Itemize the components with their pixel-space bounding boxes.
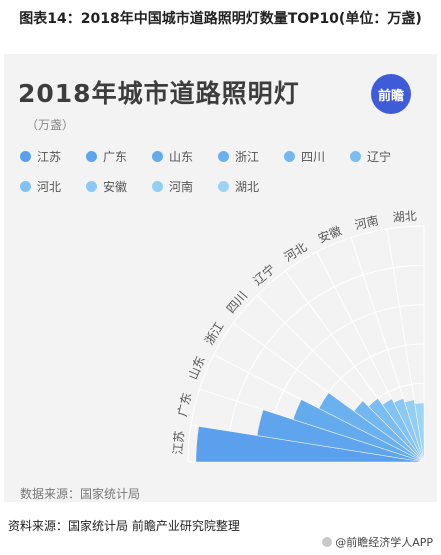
chart-card: 江苏 广东 山东 浙江 四川 辽宁 河北 安徽 河南 湖北 2018年城市道路照明灯 （万盏） 前… <box>4 54 437 502</box>
footer-source: 资料来源：国家统计局 前瞻产业研究院整理 <box>8 519 240 533</box>
bar-sector[interactable] <box>292 399 425 463</box>
bar-sector[interactable] <box>414 402 425 463</box>
legend-dot-icon <box>20 150 31 162</box>
category-label: 河南 <box>353 212 380 232</box>
chart-source: 数据来源：国家统计局 <box>20 487 141 501</box>
legend-label: 河南 <box>169 179 194 194</box>
legend-label: 湖北 <box>235 179 260 194</box>
legend-item[interactable]: 江苏 <box>20 146 86 166</box>
legend-item[interactable]: 辽宁 <box>350 146 416 166</box>
legend-dot-icon <box>350 150 361 162</box>
legend-dot-icon <box>20 180 31 192</box>
legend-item[interactable]: 四川 <box>284 146 350 166</box>
legend-label: 广东 <box>103 149 128 164</box>
category-label: 四川 <box>224 289 250 316</box>
legend-label: 河北 <box>37 179 62 194</box>
chart-legend: 江苏 广东 山东 浙江 四川 辽宁河北 安徽 河南 湖北 <box>20 146 430 206</box>
legend-label: 四川 <box>301 149 326 164</box>
brand-icon <box>322 537 333 547</box>
figure-caption: 图表14：2018年中国城市道路照明灯数量TOP10(单位：万盏) <box>19 11 422 27</box>
category-label: 辽宁 <box>250 261 278 288</box>
category-label: 浙江 <box>202 320 226 348</box>
legend-label: 山东 <box>169 149 194 164</box>
legend-dot-icon <box>86 150 97 162</box>
legend-dot-icon <box>218 150 229 162</box>
legend-label: 辽宁 <box>367 149 392 164</box>
legend-item[interactable]: 河南 <box>152 176 218 196</box>
legend-dot-icon <box>86 180 97 192</box>
category-label: 山东 <box>186 354 208 382</box>
category-label: 安徽 <box>316 223 344 246</box>
legend-dot-icon <box>152 180 163 192</box>
brand-logo: 前瞻 <box>371 74 411 114</box>
legend-item[interactable]: 广东 <box>86 146 152 166</box>
legend-item[interactable]: 河北 <box>20 176 86 196</box>
category-label: 江苏 <box>171 430 187 455</box>
footer-brand-text: @前瞻经济学人APP <box>335 536 433 549</box>
chart-unit: （万盏） <box>26 118 75 132</box>
category-label: 湖北 <box>392 208 417 225</box>
category-label: 广东 <box>175 391 194 418</box>
footer-brand: @前瞻经济学人APP <box>322 534 433 550</box>
legend-item[interactable]: 浙江 <box>218 146 284 166</box>
bar-sector[interactable] <box>256 409 425 463</box>
legend-label: 安徽 <box>103 179 128 194</box>
legend-item[interactable]: 山东 <box>152 146 218 166</box>
legend-item[interactable]: 安徽 <box>86 176 152 196</box>
bar-sector[interactable] <box>353 400 425 463</box>
legend-dot-icon <box>218 180 229 192</box>
legend-label: 江苏 <box>37 149 62 164</box>
category-label: 河北 <box>282 240 310 264</box>
legend-dot-icon <box>284 150 295 162</box>
bar-sector[interactable] <box>404 399 425 463</box>
bar-sector[interactable] <box>318 392 425 463</box>
bar-sector[interactable] <box>367 397 425 463</box>
bar-sector[interactable] <box>393 398 425 463</box>
legend-dot-icon <box>152 150 163 162</box>
legend-item[interactable]: 湖北 <box>218 176 284 196</box>
chart-title: 2018年城市道路照明灯 <box>18 79 300 108</box>
bar-sector[interactable] <box>381 398 425 463</box>
legend-label: 浙江 <box>235 149 260 164</box>
